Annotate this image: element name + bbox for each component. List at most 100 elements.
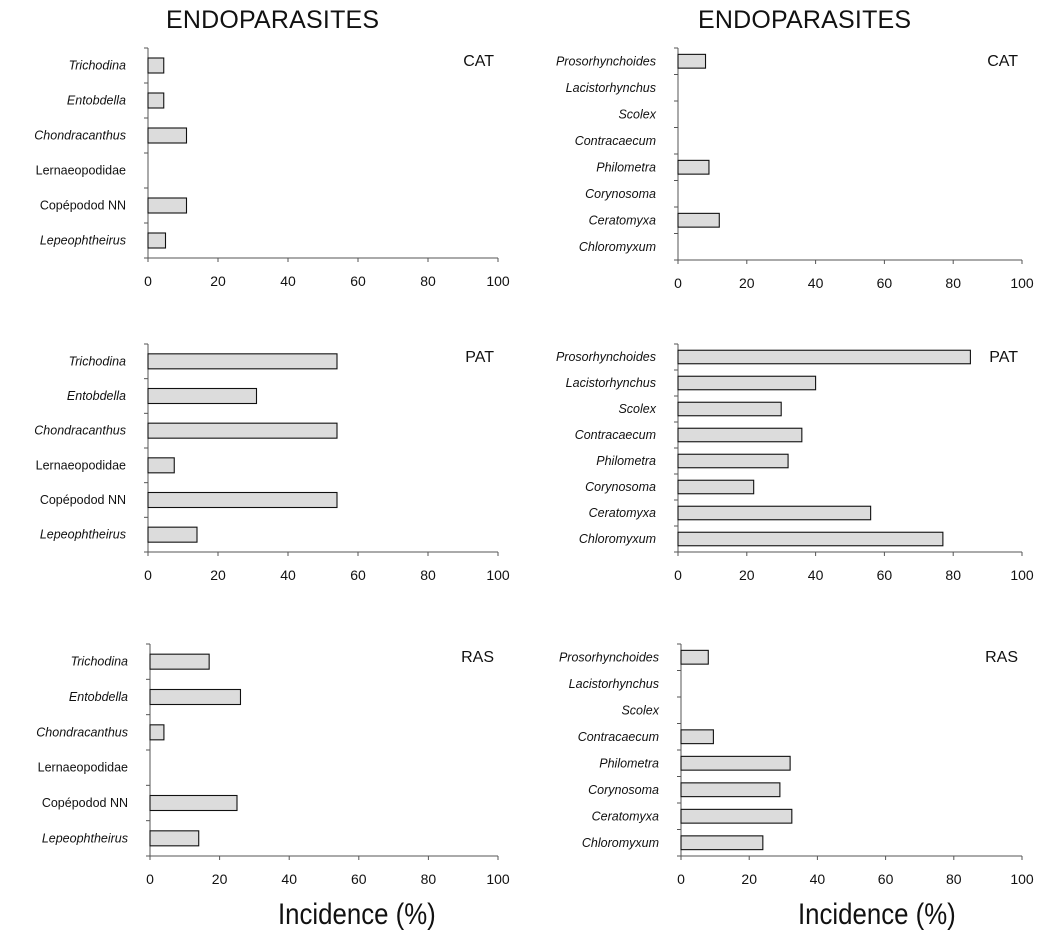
right-ras-category-label-ceratomyxa: Ceratomyxa — [592, 809, 659, 823]
right-x-axis-title: Incidence (%) — [798, 898, 956, 931]
left-ras-category-label-lepeophtheirus: Lepeophtheirus — [42, 831, 128, 845]
right-pat-x-tick-label: 100 — [1010, 567, 1034, 583]
left-cat-x-tick-label: 80 — [420, 273, 436, 289]
right-ras-category-label-lacistorhynchus: Lacistorhynchus — [569, 677, 659, 691]
left-ras-bar-chondracanthus — [149, 724, 165, 741]
right-ras-bar-corynosoma — [680, 782, 781, 798]
left-cat-x-tick-label: 20 — [210, 273, 226, 289]
left-ras-bar-trichodina — [149, 653, 210, 670]
left-pat-bar-entobdella — [147, 387, 258, 405]
right-cat-x-tick-label: 40 — [808, 275, 824, 291]
left-pat-bar-chondracanthus — [147, 422, 338, 439]
left-ras-bar-cop-podod-nn — [149, 794, 238, 812]
right-pat-x-tick-label: 40 — [808, 567, 824, 583]
right-ras-bar-ceratomyxa — [680, 808, 793, 824]
right-pat-category-label-lacistorhynchus: Lacistorhynchus — [566, 376, 656, 390]
left-pat-category-label-trichodina: Trichodina — [69, 354, 126, 368]
left-pat-bar-trichodina — [147, 353, 338, 370]
left-ras-x-tick-label: 20 — [212, 871, 228, 887]
right-ras-category-label-chloromyxum: Chloromyxum — [582, 836, 659, 850]
left-cat-x-tick-label: 60 — [350, 273, 366, 289]
left-pat-x-tick-label: 80 — [420, 567, 436, 583]
left-cat-bar-entobdella — [147, 92, 165, 109]
left-cat-x-tick-label: 0 — [144, 273, 152, 289]
left-cat-category-label-trichodina: Trichodina — [69, 59, 126, 73]
left-cat-bar-trichodina — [147, 57, 165, 74]
left-cat-x-tick-label: 40 — [280, 273, 296, 289]
right-pat-category-label-contracaecum: Contracaecum — [575, 428, 656, 442]
left-cat-category-label-entobdella: Entobdella — [67, 94, 126, 108]
left-pat-category-label-cop-podod-nn: Copépodod NN — [40, 493, 126, 507]
left-cat-bar-chondracanthus — [147, 127, 188, 144]
right-ras-category-label-prosorhynchoides: Prosorhynchoides — [559, 650, 659, 664]
left-pat-bar-lernaeopodidae — [147, 457, 175, 474]
left-ras-category-label-trichodina: Trichodina — [71, 655, 128, 669]
right-cat-category-label-contracaecum: Contracaecum — [575, 134, 656, 148]
right-ras-x-tick-label: 60 — [878, 871, 894, 887]
right-pat-category-label-ceratomyxa: Ceratomyxa — [589, 506, 656, 520]
right-cat-category-label-prosorhynchoides: Prosorhynchoides — [556, 54, 656, 68]
right-cat-x-tick-label: 20 — [739, 275, 755, 291]
right-ras-x-tick-label: 40 — [810, 871, 826, 887]
left-pat-category-label-entobdella: Entobdella — [67, 389, 126, 403]
left-cat-category-label-lernaeopodidae: Lernaeopodidae — [36, 164, 126, 178]
left-cat-bar-lepeophtheirus — [147, 232, 167, 249]
left-pat-x-tick-label: 60 — [350, 567, 366, 583]
right-pat-category-label-corynosoma: Corynosoma — [585, 480, 656, 494]
right-pat-panel-label: PAT — [989, 349, 1018, 366]
right-cat-panel-label: CAT — [987, 53, 1018, 70]
right-cat-category-label-chloromyxum: Chloromyxum — [579, 240, 656, 254]
right-pat-category-label-prosorhynchoides: Prosorhynchoides — [556, 350, 656, 364]
left-ras-category-label-chondracanthus: Chondracanthus — [36, 725, 128, 739]
left-pat-x-tick-label: 0 — [144, 567, 152, 583]
right-cat-category-label-lacistorhynchus: Lacistorhynchus — [566, 81, 656, 95]
right-ras-category-label-contracaecum: Contracaecum — [578, 730, 659, 744]
right-pat-bar-lacistorhynchus — [677, 375, 817, 391]
right-cat-x-tick-label: 80 — [945, 275, 961, 291]
left-x-axis-title: Incidence (%) — [278, 898, 436, 931]
right-pat-category-label-philometra: Philometra — [596, 454, 656, 468]
right-pat-bar-corynosoma — [677, 479, 755, 495]
right-pat-x-tick-label: 20 — [739, 567, 755, 583]
right-pat-x-tick-label: 60 — [877, 567, 893, 583]
left-ras-x-tick-label: 100 — [486, 871, 510, 887]
left-pat-x-tick-label: 100 — [486, 567, 510, 583]
right-pat-bar-ceratomyxa — [677, 505, 872, 521]
left-cat-category-label-chondracanthus: Chondracanthus — [34, 129, 126, 143]
left-pat-x-tick-label: 20 — [210, 567, 226, 583]
left-ras-x-tick-label: 0 — [146, 871, 154, 887]
right-ras-x-tick-label: 100 — [1010, 871, 1034, 887]
right-cat-bar-philometra — [677, 159, 710, 175]
right-cat-category-label-ceratomyxa: Ceratomyxa — [589, 213, 656, 227]
right-ras-x-tick-label: 0 — [677, 871, 685, 887]
left-pat-bar-cop-podod-nn — [147, 491, 338, 509]
left-ras-bar-lepeophtheirus — [149, 830, 200, 847]
right-pat-bar-contracaecum — [677, 427, 803, 443]
right-pat-bar-prosorhynchoides — [677, 349, 971, 365]
right-pat-bar-philometra — [677, 453, 789, 469]
right-cat-x-tick-label: 0 — [674, 275, 682, 291]
right-cat-category-label-scolex: Scolex — [618, 107, 656, 121]
right-pat-bar-chloromyxum — [677, 531, 944, 547]
left-pat-panel-label: PAT — [465, 349, 494, 366]
right-pat-bar-scolex — [677, 401, 782, 417]
right-pat-category-label-chloromyxum: Chloromyxum — [579, 532, 656, 546]
right-cat-x-tick-label: 60 — [877, 275, 893, 291]
left-pat-category-label-lernaeopodidae: Lernaeopodidae — [36, 458, 126, 472]
right-ras-x-tick-label: 20 — [741, 871, 757, 887]
right-column-title: ENDOPARASITES — [698, 6, 912, 34]
left-cat-bar-cop-podod-nn — [147, 197, 188, 214]
left-ras-x-tick-label: 60 — [351, 871, 367, 887]
right-pat-x-tick-label: 0 — [674, 567, 682, 583]
left-pat-category-label-chondracanthus: Chondracanthus — [34, 424, 126, 438]
left-cat-category-label-cop-podod-nn: Copépodod NN — [40, 199, 126, 213]
right-ras-panel-label: RAS — [985, 649, 1018, 666]
right-pat-x-tick-label: 80 — [945, 567, 961, 583]
right-ras-bar-philometra — [680, 755, 791, 771]
left-ras-category-label-entobdella: Entobdella — [69, 690, 128, 704]
right-cat-bar-prosorhynchoides — [677, 53, 707, 69]
left-ras-x-tick-label: 80 — [421, 871, 437, 887]
right-pat-category-label-scolex: Scolex — [618, 402, 656, 416]
